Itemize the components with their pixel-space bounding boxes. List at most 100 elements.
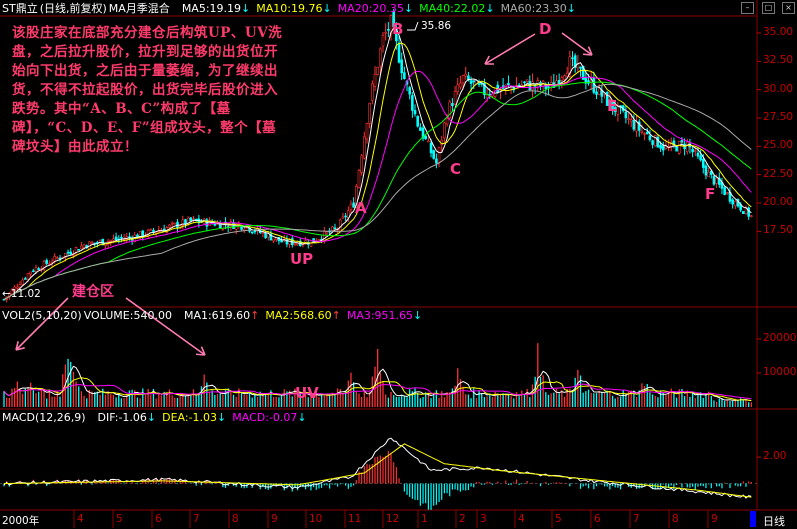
macd-label: MACD(12,26,9) bbox=[2, 411, 86, 424]
annotation-arrow bbox=[15, 297, 69, 351]
candle-body bbox=[613, 107, 617, 113]
candle-body bbox=[330, 226, 334, 231]
candle-body bbox=[363, 136, 366, 159]
macd-item: DIF:-1.06 bbox=[97, 411, 147, 424]
maximize-icon[interactable]: □ bbox=[762, 2, 775, 14]
vol-item: MA1:619.60 bbox=[183, 309, 251, 322]
candle-body bbox=[627, 118, 630, 120]
candle-body bbox=[445, 118, 449, 125]
month-label: 6 bbox=[594, 513, 601, 525]
candle-body bbox=[264, 232, 267, 239]
candle-body bbox=[723, 187, 726, 195]
macd-item: MACD:-0.07 bbox=[232, 411, 298, 424]
candle-body bbox=[66, 251, 70, 254]
candle-body bbox=[563, 75, 566, 80]
candle-body bbox=[629, 119, 633, 122]
month-label: 11 bbox=[348, 513, 362, 525]
candle-body bbox=[469, 80, 473, 84]
candle-body bbox=[432, 150, 436, 159]
trend-arrow-icon: ↑ bbox=[250, 309, 260, 322]
candle-body bbox=[704, 165, 708, 176]
candle-body bbox=[643, 133, 646, 135]
minimize-icon[interactable]: – bbox=[741, 2, 754, 14]
low-mark: ←11.02 bbox=[2, 288, 41, 300]
candle-body bbox=[651, 140, 654, 145]
candle-body bbox=[376, 66, 379, 75]
ma-item: MA20:20.35 bbox=[337, 2, 404, 15]
close-icon[interactable]: × bbox=[782, 2, 795, 14]
candle-body bbox=[459, 82, 462, 88]
candle-body bbox=[573, 55, 577, 68]
volume-tick-label: 10000 bbox=[763, 366, 797, 378]
candle-body bbox=[453, 91, 457, 105]
vol-label: VOL2(5,10,20) bbox=[2, 309, 82, 322]
trend-arrow-icon: ↑ bbox=[331, 309, 341, 322]
candle-body bbox=[691, 148, 694, 153]
candle-body bbox=[80, 245, 83, 250]
candle-body bbox=[624, 111, 628, 119]
trend-arrow-icon: ↓ bbox=[297, 411, 307, 424]
annotation-arrow bbox=[125, 297, 206, 356]
candle-body bbox=[379, 48, 382, 67]
year-label: 2000年 bbox=[2, 515, 40, 527]
candle-body bbox=[357, 170, 361, 188]
candle-body bbox=[69, 251, 73, 255]
ma-line-ma60 bbox=[3, 83, 752, 300]
ma-item: MA60:23.30 bbox=[500, 2, 567, 15]
price-tick-label: 17.50 bbox=[763, 224, 794, 237]
candle-body bbox=[664, 145, 668, 149]
period-button[interactable]: 日线 bbox=[763, 515, 785, 528]
candle-body bbox=[715, 178, 718, 184]
month-label: 4 bbox=[77, 513, 84, 525]
candle-body bbox=[731, 199, 734, 205]
candle-body bbox=[461, 75, 465, 84]
candle-body bbox=[208, 219, 211, 227]
candle-body bbox=[605, 91, 609, 106]
candle-body bbox=[419, 127, 422, 131]
candle-body bbox=[424, 135, 428, 140]
candle-body bbox=[168, 224, 171, 228]
label-e: E bbox=[607, 97, 618, 115]
candle-body bbox=[120, 236, 123, 239]
price-tick-label: 30.00 bbox=[763, 82, 794, 95]
ma-label: MA月季混合 bbox=[108, 2, 170, 15]
candle-body bbox=[747, 207, 750, 217]
price-tick-label: 32.50 bbox=[763, 54, 794, 67]
vol-item: MA3:951.65 bbox=[346, 309, 414, 322]
candle-body bbox=[250, 231, 254, 234]
candle-body bbox=[507, 82, 510, 86]
candle-body bbox=[659, 144, 662, 149]
candle-body bbox=[645, 131, 649, 135]
chart-mode: (日线,前复权) bbox=[39, 2, 107, 15]
candle-body bbox=[435, 158, 438, 164]
month-label: 3 bbox=[480, 513, 487, 525]
candle-body bbox=[693, 150, 697, 152]
trend-arrow-icon: ↓ bbox=[146, 411, 157, 424]
trend-arrow-icon: ↓ bbox=[566, 2, 576, 15]
annotation-text: 该股庄家在底部充分建仓后构筑UP、UV洗盘，之后拉升股价，拉升到足够的出货位开始… bbox=[12, 25, 283, 155]
candle-body bbox=[616, 105, 620, 115]
label-b: B bbox=[392, 20, 404, 38]
scroll-marker[interactable] bbox=[750, 511, 756, 527]
candle-body bbox=[392, 11, 395, 28]
annotation-arrow bbox=[484, 33, 536, 65]
candle-body bbox=[400, 59, 403, 74]
volume-ma-line bbox=[3, 377, 752, 401]
candle-body bbox=[456, 84, 460, 92]
candle-body bbox=[34, 267, 38, 272]
candle-body bbox=[21, 279, 24, 285]
ma-item: MA5:19.19 bbox=[181, 2, 242, 15]
label-c: C bbox=[450, 160, 462, 178]
high-marker bbox=[407, 21, 419, 31]
price-tick-label: 22.50 bbox=[763, 167, 794, 180]
month-label: 9 bbox=[711, 513, 718, 525]
candle-body bbox=[413, 110, 417, 115]
arrowhead-icon bbox=[195, 346, 206, 356]
candle-body bbox=[192, 218, 195, 220]
trend-arrow-icon: ↓ bbox=[485, 2, 495, 15]
candle-body bbox=[373, 73, 377, 87]
price-tick-label: 35.00 bbox=[763, 26, 794, 38]
arrowhead-icon bbox=[15, 341, 25, 351]
candle-body bbox=[701, 158, 705, 168]
